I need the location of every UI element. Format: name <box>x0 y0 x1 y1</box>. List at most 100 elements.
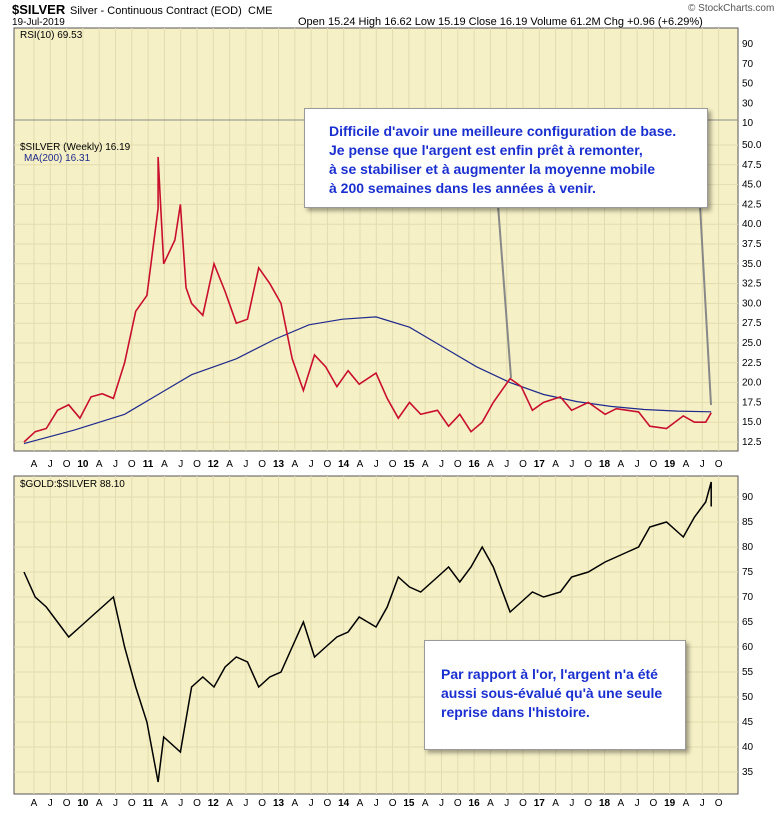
ratio-tick-label: 70 <box>742 592 754 603</box>
x-tick-label: O <box>650 459 658 470</box>
price-tick-label: 32.5 <box>742 279 762 290</box>
x-tick-label: O <box>389 798 397 809</box>
ratio-tick-label: 85 <box>742 517 754 528</box>
top-note-line: Je pense que l'argent est enfin prêt à r… <box>329 142 643 158</box>
price-tick-label: 27.5 <box>742 318 762 329</box>
rsi-tick-label: 90 <box>742 39 754 50</box>
price-tick-label: 17.5 <box>742 397 762 408</box>
x-tick-label: J <box>309 459 314 470</box>
x-tick-label: A <box>617 798 624 809</box>
ratio-tick-label: 75 <box>742 567 754 578</box>
bottom-note-line: aussi sous-évalué qu'à une seule <box>441 685 663 701</box>
x-tick-label: J <box>48 459 53 470</box>
x-tick-label: 15 <box>403 459 415 470</box>
x-tick-label: A <box>291 798 298 809</box>
x-tick-label: O <box>519 459 527 470</box>
rsi-tick-label: 50 <box>742 79 754 90</box>
x-tick-label: A <box>161 798 168 809</box>
price-tick-label: 42.5 <box>742 199 762 210</box>
silver-price-line <box>23 156 712 443</box>
x-tick-label: A <box>617 459 624 470</box>
x-tick-label: J <box>700 459 705 470</box>
rsi-axis: 90 70 50 30 10 <box>742 39 754 129</box>
x-tick-label: A <box>487 798 494 809</box>
x-tick-label: A <box>683 798 690 809</box>
bottom-note-line: reprise dans l'histoire. <box>441 704 590 720</box>
chart-date: 19-Jul-2019 <box>12 17 65 28</box>
price-tick-label: 30.0 <box>742 298 762 309</box>
price-tick-label: 37.5 <box>742 239 762 250</box>
x-tick-label: 15 <box>403 798 415 809</box>
ratio-axis: 35 40 45 50 55 60 65 70 75 80 85 90 <box>742 492 754 778</box>
x-tick-label: O <box>715 459 723 470</box>
x-tick-label: 14 <box>338 798 350 809</box>
x-tick-label: 13 <box>273 798 285 809</box>
x-tick-label: 17 <box>534 459 546 470</box>
ratio-tick-label: 45 <box>742 717 754 728</box>
ratio-tick-label: 60 <box>742 642 754 653</box>
x-tick-label: 18 <box>599 798 611 809</box>
note-pointer-2 <box>699 204 712 406</box>
x-tick-label: J <box>635 459 640 470</box>
x-tick-label: J <box>243 459 248 470</box>
price-tick-label: 22.5 <box>742 358 762 369</box>
x-tick-label: J <box>569 798 574 809</box>
x-tick-label: A <box>422 459 429 470</box>
x-tick-label: J <box>439 459 444 470</box>
ma-legend: MA(200) 16.31 <box>24 153 91 164</box>
x-tick-label: O <box>454 798 462 809</box>
x-axis-labels-top: A J O 10 A J O 11 A J O 12 A J O 13 A J O 14 A J O 15 A J O 16 A J O 17… <box>31 459 723 470</box>
bottom-note: Par rapport à l'or, l'argent n'a été aus… <box>424 640 686 750</box>
rsi-tick-label: 70 <box>742 59 754 70</box>
top-note: Difficile d'avoir une meilleure configur… <box>304 108 708 208</box>
ratio-tick-label: 80 <box>742 542 754 553</box>
x-tick-label: O <box>584 798 592 809</box>
price-tick-label: 50.0 <box>742 140 762 151</box>
price-tick-label: 25.0 <box>742 338 762 349</box>
silver-legend: $SILVER (Weekly) 16.19 <box>20 142 131 153</box>
x-tick-label: 19 <box>664 798 676 809</box>
x-tick-label: 14 <box>338 459 350 470</box>
ratio-tick-label: 40 <box>742 742 754 753</box>
x-tick-label: J <box>309 798 314 809</box>
x-tick-label: 19 <box>664 459 676 470</box>
x-tick-label: J <box>48 798 53 809</box>
price-tick-label: 45.0 <box>742 180 762 191</box>
x-tick-label: 16 <box>469 798 481 809</box>
chart-symbol: $SILVER <box>12 2 66 17</box>
x-tick-label: J <box>635 798 640 809</box>
x-tick-label: 12 <box>208 798 220 809</box>
x-tick-label: 17 <box>534 798 546 809</box>
x-tick-label: O <box>63 798 71 809</box>
ratio-tick-label: 90 <box>742 492 754 503</box>
x-tick-label: O <box>389 459 397 470</box>
ratio-tick-label: 50 <box>742 692 754 703</box>
x-tick-label: A <box>226 459 233 470</box>
x-tick-label: J <box>178 459 183 470</box>
rsi-label: RSI(10) 69.53 <box>20 30 83 41</box>
rsi-tick-label: 30 <box>742 98 754 109</box>
x-tick-label: A <box>96 798 103 809</box>
x-tick-label: A <box>31 459 38 470</box>
price-axis: 12.5 15.0 17.5 20.0 22.5 25.0 27.5 30.0 32.5 35.0… <box>742 140 762 448</box>
x-tick-label: O <box>324 798 332 809</box>
x-tick-label: O <box>454 459 462 470</box>
price-tick-label: 12.5 <box>742 437 762 448</box>
ratio-grid <box>14 476 738 794</box>
chart-description: Silver - Continuous Contract (EOD) <box>70 5 242 17</box>
price-tick-label: 20.0 <box>742 378 762 389</box>
x-tick-label: O <box>258 459 266 470</box>
x-tick-label: A <box>552 459 559 470</box>
x-tick-label: A <box>161 459 168 470</box>
x-tick-label: A <box>291 459 298 470</box>
x-tick-label: O <box>63 459 71 470</box>
x-tick-label: J <box>113 798 118 809</box>
price-tick-label: 35.0 <box>742 259 762 270</box>
x-tick-label: 16 <box>469 459 481 470</box>
x-tick-label: A <box>31 798 38 809</box>
x-tick-label: J <box>374 798 379 809</box>
x-tick-label: 10 <box>77 459 89 470</box>
ratio-tick-label: 65 <box>742 617 754 628</box>
